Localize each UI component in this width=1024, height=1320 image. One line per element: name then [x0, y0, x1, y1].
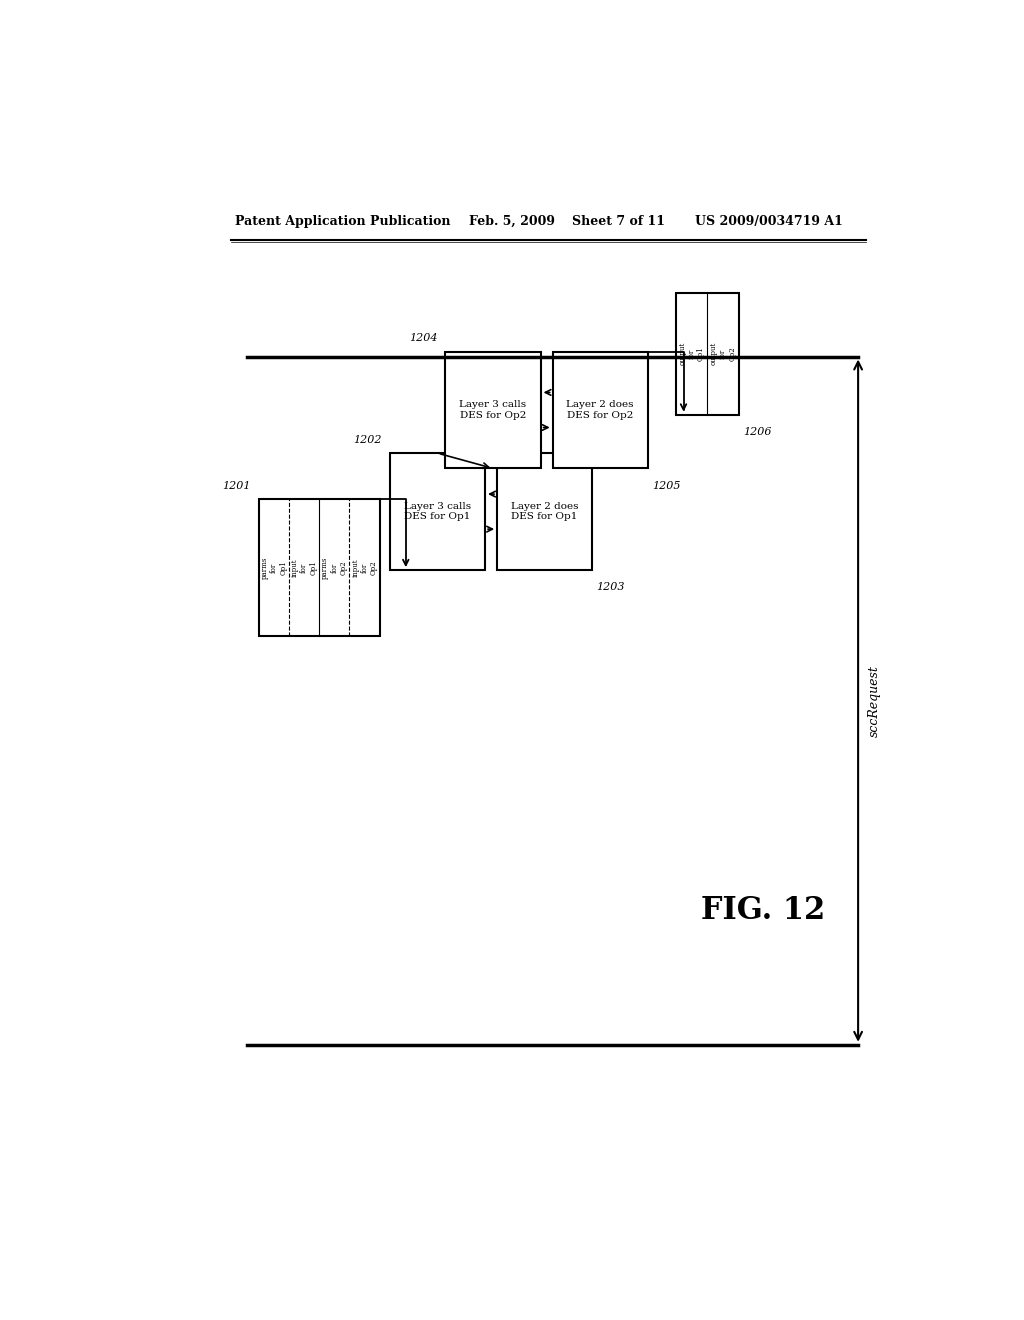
Bar: [390, 453, 485, 570]
Text: output
for
Op2: output for Op2: [710, 342, 736, 366]
Text: Patent Application Publication: Patent Application Publication: [236, 215, 451, 228]
Text: Layer 2 does
DES for Op1: Layer 2 does DES for Op1: [511, 502, 579, 521]
Text: sccRequest: sccRequest: [867, 665, 881, 737]
Text: parms
for
Op2: parms for Op2: [322, 556, 347, 578]
Text: 1202: 1202: [353, 436, 382, 445]
Text: Feb. 5, 2009: Feb. 5, 2009: [469, 215, 555, 228]
Text: 1204: 1204: [409, 334, 437, 343]
Bar: [676, 293, 739, 414]
Text: 1206: 1206: [743, 426, 771, 437]
Text: 1203: 1203: [596, 582, 625, 593]
Text: parms
for
Op1: parms for Op1: [261, 556, 287, 578]
Text: output
for
Op1: output for Op1: [678, 342, 705, 366]
Text: 1205: 1205: [652, 480, 680, 491]
Text: input
for
Op1: input for Op1: [291, 558, 317, 577]
Text: Layer 3 calls
DES for Op1: Layer 3 calls DES for Op1: [403, 502, 471, 521]
Text: Layer 3 calls
DES for Op2: Layer 3 calls DES for Op2: [460, 400, 526, 420]
Text: FIG. 12: FIG. 12: [700, 895, 825, 927]
Bar: [497, 453, 592, 570]
Bar: [553, 351, 648, 469]
Bar: [259, 499, 380, 636]
Text: input
for
Op2: input for Op2: [351, 558, 378, 577]
Text: Sheet 7 of 11: Sheet 7 of 11: [572, 215, 666, 228]
Text: Layer 2 does
DES for Op2: Layer 2 does DES for Op2: [566, 400, 634, 420]
Text: 1201: 1201: [222, 480, 251, 491]
Text: US 2009/0034719 A1: US 2009/0034719 A1: [695, 215, 844, 228]
Bar: [445, 351, 541, 469]
